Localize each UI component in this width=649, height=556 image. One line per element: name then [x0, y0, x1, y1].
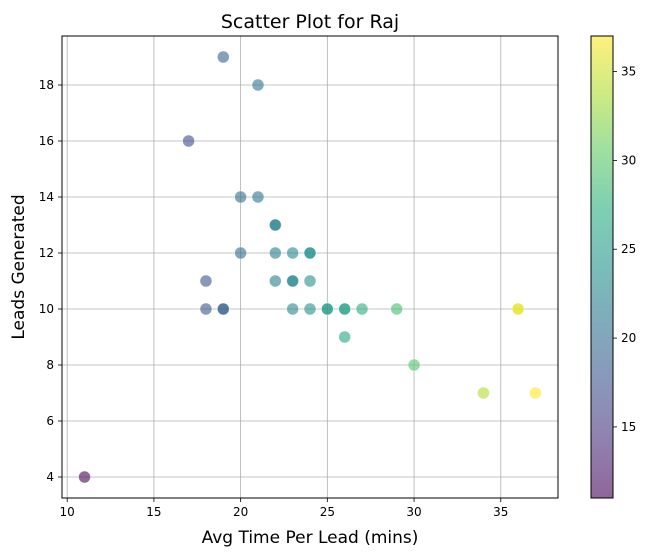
y-tick-label-2: 8 — [46, 358, 54, 372]
x-tick-label-5: 35 — [493, 505, 508, 519]
y-tick-label-1: 6 — [46, 414, 54, 428]
y-tick-label-4: 12 — [39, 246, 54, 260]
data-points — [78, 50, 542, 484]
y-tick-label-5: 14 — [39, 190, 54, 204]
data-point-6 — [216, 302, 230, 316]
data-point-30 — [407, 358, 421, 372]
data-point-14 — [268, 274, 282, 288]
data-point-7 — [234, 190, 248, 204]
x-tick-label-3: 25 — [320, 505, 335, 519]
data-point-28 — [355, 302, 369, 316]
data-point-12 — [268, 218, 282, 232]
data-point-26 — [338, 302, 352, 316]
x-axis-label: Avg Time Per Lead (mins) — [202, 528, 419, 548]
data-point-3 — [199, 302, 213, 316]
y-tick-label-3: 10 — [39, 302, 54, 316]
data-point-29 — [390, 302, 404, 316]
x-axis-ticks: 10 15 20 25 30 35 — [60, 498, 508, 519]
colorbar: 15 20 25 30 35 — [590, 35, 636, 499]
data-point-27 — [338, 330, 352, 344]
data-point-10 — [251, 190, 265, 204]
colorbar-gradient — [591, 36, 613, 498]
data-point-1 — [182, 134, 196, 148]
colorbar-ticks: 15 20 25 30 35 — [613, 65, 636, 434]
data-point-17 — [286, 274, 300, 288]
y-axis-label: Leads Generated — [9, 194, 29, 339]
colorbar-tick-label-2: 25 — [621, 242, 636, 256]
data-point-0 — [78, 470, 91, 484]
data-point-34 — [529, 386, 542, 400]
data-point-4 — [216, 50, 230, 64]
data-point-13 — [268, 246, 282, 260]
data-point-15 — [286, 246, 300, 260]
y-axis-ticks: 4 6 8 10 12 14 16 18 — [39, 78, 62, 484]
y-tick-label-6: 16 — [39, 134, 54, 148]
plot-frame — [61, 35, 559, 499]
data-point-22 — [303, 302, 317, 316]
data-point-21 — [303, 274, 317, 288]
data-point-18 — [286, 302, 300, 316]
data-point-8 — [234, 246, 248, 260]
data-point-33 — [511, 302, 525, 316]
x-tick-label-4: 30 — [406, 505, 421, 519]
data-point-2 — [199, 274, 213, 288]
colorbar-tick-label-3: 30 — [621, 153, 636, 167]
data-point-31 — [477, 386, 490, 400]
chart-title: Scatter Plot for Raj — [221, 11, 399, 33]
x-tick-label-1: 15 — [146, 505, 161, 519]
colorbar-tick-label-4: 35 — [621, 65, 636, 79]
y-tick-label-7: 18 — [39, 78, 54, 92]
data-point-24 — [320, 302, 334, 316]
x-tick-label-0: 10 — [60, 505, 75, 519]
colorbar-tick-label-0: 15 — [621, 420, 636, 434]
grid-lines — [62, 36, 558, 498]
data-point-9 — [251, 78, 265, 92]
colorbar-frame — [590, 35, 614, 499]
colorbar-tick-label-1: 20 — [621, 331, 636, 345]
data-point-20 — [303, 246, 317, 260]
y-tick-label-0: 4 — [46, 470, 54, 484]
x-tick-label-2: 20 — [233, 505, 248, 519]
plot-area — [62, 36, 558, 498]
